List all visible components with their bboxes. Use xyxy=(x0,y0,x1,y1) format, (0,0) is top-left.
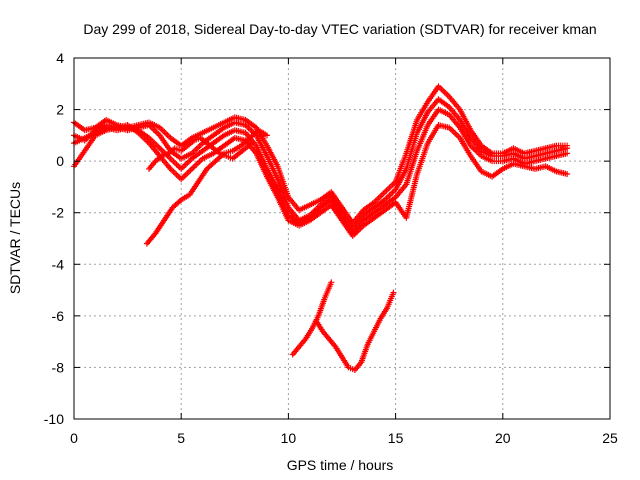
y-tick-label: -2 xyxy=(52,205,65,221)
chart-title: Day 299 of 2018, Sidereal Day-to-day VTE… xyxy=(83,21,596,37)
data-point-marker xyxy=(564,171,571,178)
data-point-marker xyxy=(564,145,571,152)
y-tick-label: -8 xyxy=(52,359,65,375)
y-tick-label: 4 xyxy=(56,50,64,66)
y-tick-label: -6 xyxy=(52,308,65,324)
series-track-4 xyxy=(71,122,571,239)
series-track-8 xyxy=(313,289,397,374)
x-tick-label: 15 xyxy=(388,430,404,446)
data-point-marker xyxy=(328,279,335,286)
y-tick-label: 0 xyxy=(56,153,64,169)
data-point-marker xyxy=(248,140,255,147)
data-point-marker xyxy=(390,289,397,296)
x-tick-label: 20 xyxy=(495,430,511,446)
x-axis-label: GPS time / hours xyxy=(287,457,394,473)
x-tick-label: 5 xyxy=(177,430,185,446)
y-tick-label: -4 xyxy=(52,256,65,272)
plot-frame xyxy=(73,57,611,420)
x-tick-label: 25 xyxy=(602,430,618,446)
data-series xyxy=(71,83,571,374)
data-point-marker xyxy=(564,150,571,157)
series-track-6 xyxy=(146,134,255,172)
series-track-5 xyxy=(143,127,270,247)
data-point-marker xyxy=(263,132,270,139)
y-axis-label: SDTVAR / TECUs xyxy=(7,182,23,294)
y-tick-label: -10 xyxy=(44,411,64,427)
x-axis: 0 5 10 15 20 25 xyxy=(70,58,618,446)
x-tick-label: 0 xyxy=(70,430,78,446)
y-axis: -10 -8 -6 -4 -2 0 2 4 xyxy=(44,50,610,427)
x-tick-label: 10 xyxy=(281,430,297,446)
series-track-7 xyxy=(289,279,335,358)
y-tick-label: 2 xyxy=(56,102,64,118)
